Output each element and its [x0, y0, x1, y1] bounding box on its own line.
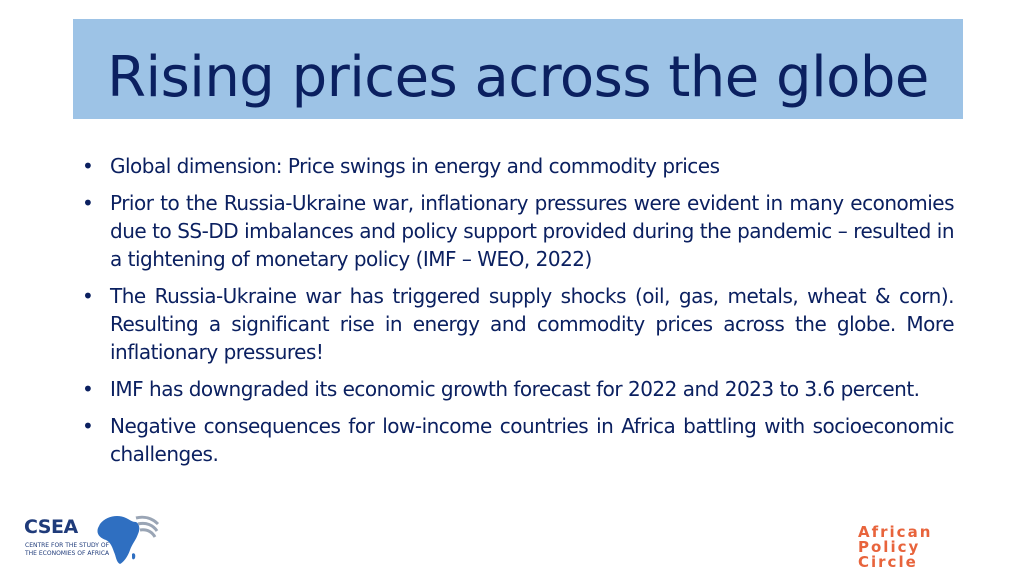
apc-logo-line-3: Circle [858, 553, 918, 571]
bullet-icon: • [82, 191, 94, 215]
bullet-text: Global dimension: Price swings in energy… [110, 154, 720, 178]
bullet-icon: • [82, 414, 94, 438]
bullet-list: • Global dimension: Price swings in ener… [80, 152, 955, 477]
title-bar: Rising prices across the globe [73, 19, 963, 119]
csea-logo-subtitle-2: THE ECONOMIES OF AFRICA [25, 550, 110, 557]
apc-logo-line-2: Policy [858, 538, 921, 556]
africa-map-icon [97, 515, 160, 564]
bullet-text: Prior to the Russia-Ukraine war, inflati… [110, 191, 955, 271]
bullet-item: • Prior to the Russia-Ukraine war, infla… [80, 189, 955, 273]
bullet-icon: • [82, 154, 94, 178]
csea-logo: CSEA CENTRE FOR THE STUDY OF THE ECONOMI… [24, 510, 164, 566]
bullet-text: IMF has downgraded its economic growth f… [110, 377, 920, 401]
slide-title: Rising prices across the globe [107, 45, 929, 110]
bullet-icon: • [82, 377, 94, 401]
bullet-item: • The Russia-Ukraine war has triggered s… [80, 282, 955, 366]
african-policy-circle-logo: African Policy Circle [858, 525, 998, 573]
bullet-text: The Russia-Ukraine war has triggered sup… [110, 284, 955, 364]
bullet-item: • IMF has downgraded its economic growth… [80, 375, 954, 403]
bullet-item: • Negative consequences for low-income c… [80, 412, 955, 468]
csea-logo-text: CSEA [24, 516, 78, 538]
csea-logo-subtitle-1: CENTRE FOR THE STUDY OF [25, 542, 110, 549]
bullet-icon: • [82, 284, 94, 308]
bullet-item: • Global dimension: Price swings in ener… [80, 152, 954, 180]
apc-logo-line-1: African [858, 523, 933, 541]
bullet-text: Negative consequences for low-income cou… [110, 414, 955, 466]
